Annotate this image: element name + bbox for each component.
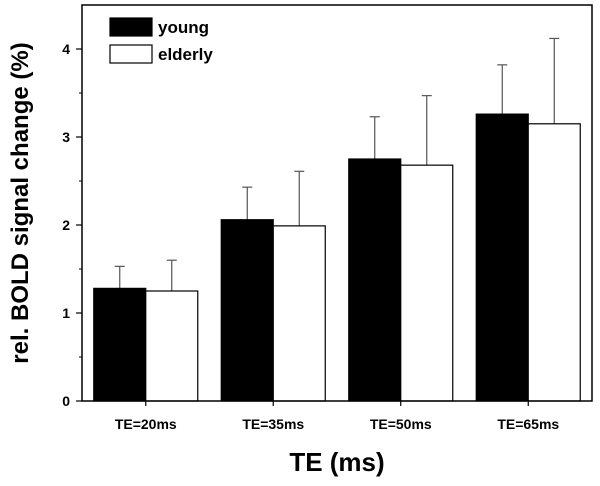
y-axis-title: rel. BOLD signal change (%): [7, 42, 34, 363]
chart-ticks: TE=20ms TE=35ms TE=50ms TE=65ms 0 1 2 3 4: [62, 41, 559, 432]
bar-young-2: [348, 158, 402, 402]
bar-elderly-3: [527, 123, 581, 402]
bar-elderly-0: [145, 290, 199, 402]
legend-swatch-young: [109, 17, 153, 37]
bar-young-1: [220, 219, 274, 402]
bar-elderly-1: [272, 225, 326, 402]
plot-frame: [81, 4, 593, 402]
y-tick-label-1: 1: [62, 305, 70, 321]
x-tick-label-0: TE=20ms: [115, 416, 177, 432]
bar-young-3: [475, 113, 529, 402]
legend-label-young: young: [158, 18, 209, 37]
y-tick-label-3: 3: [62, 129, 70, 145]
chart-axes: [81, 4, 593, 402]
legend-label-elderly: elderly: [158, 45, 213, 64]
chart-marks: [93, 37, 581, 402]
x-tick-label-1: TE=35ms: [242, 416, 304, 432]
y-tick-label-2: 2: [62, 217, 70, 233]
x-axis-title: TE (ms): [289, 447, 384, 477]
legend: young elderly: [109, 17, 213, 64]
bar-elderly-2: [400, 164, 454, 402]
x-tick-label-3: TE=65ms: [497, 416, 559, 432]
x-tick-label-2: TE=50ms: [370, 416, 432, 432]
y-tick-label-0: 0: [62, 393, 70, 409]
y-tick-label-4: 4: [62, 41, 70, 57]
legend-swatch-elderly: [109, 44, 153, 64]
bar-young-0: [93, 287, 147, 402]
